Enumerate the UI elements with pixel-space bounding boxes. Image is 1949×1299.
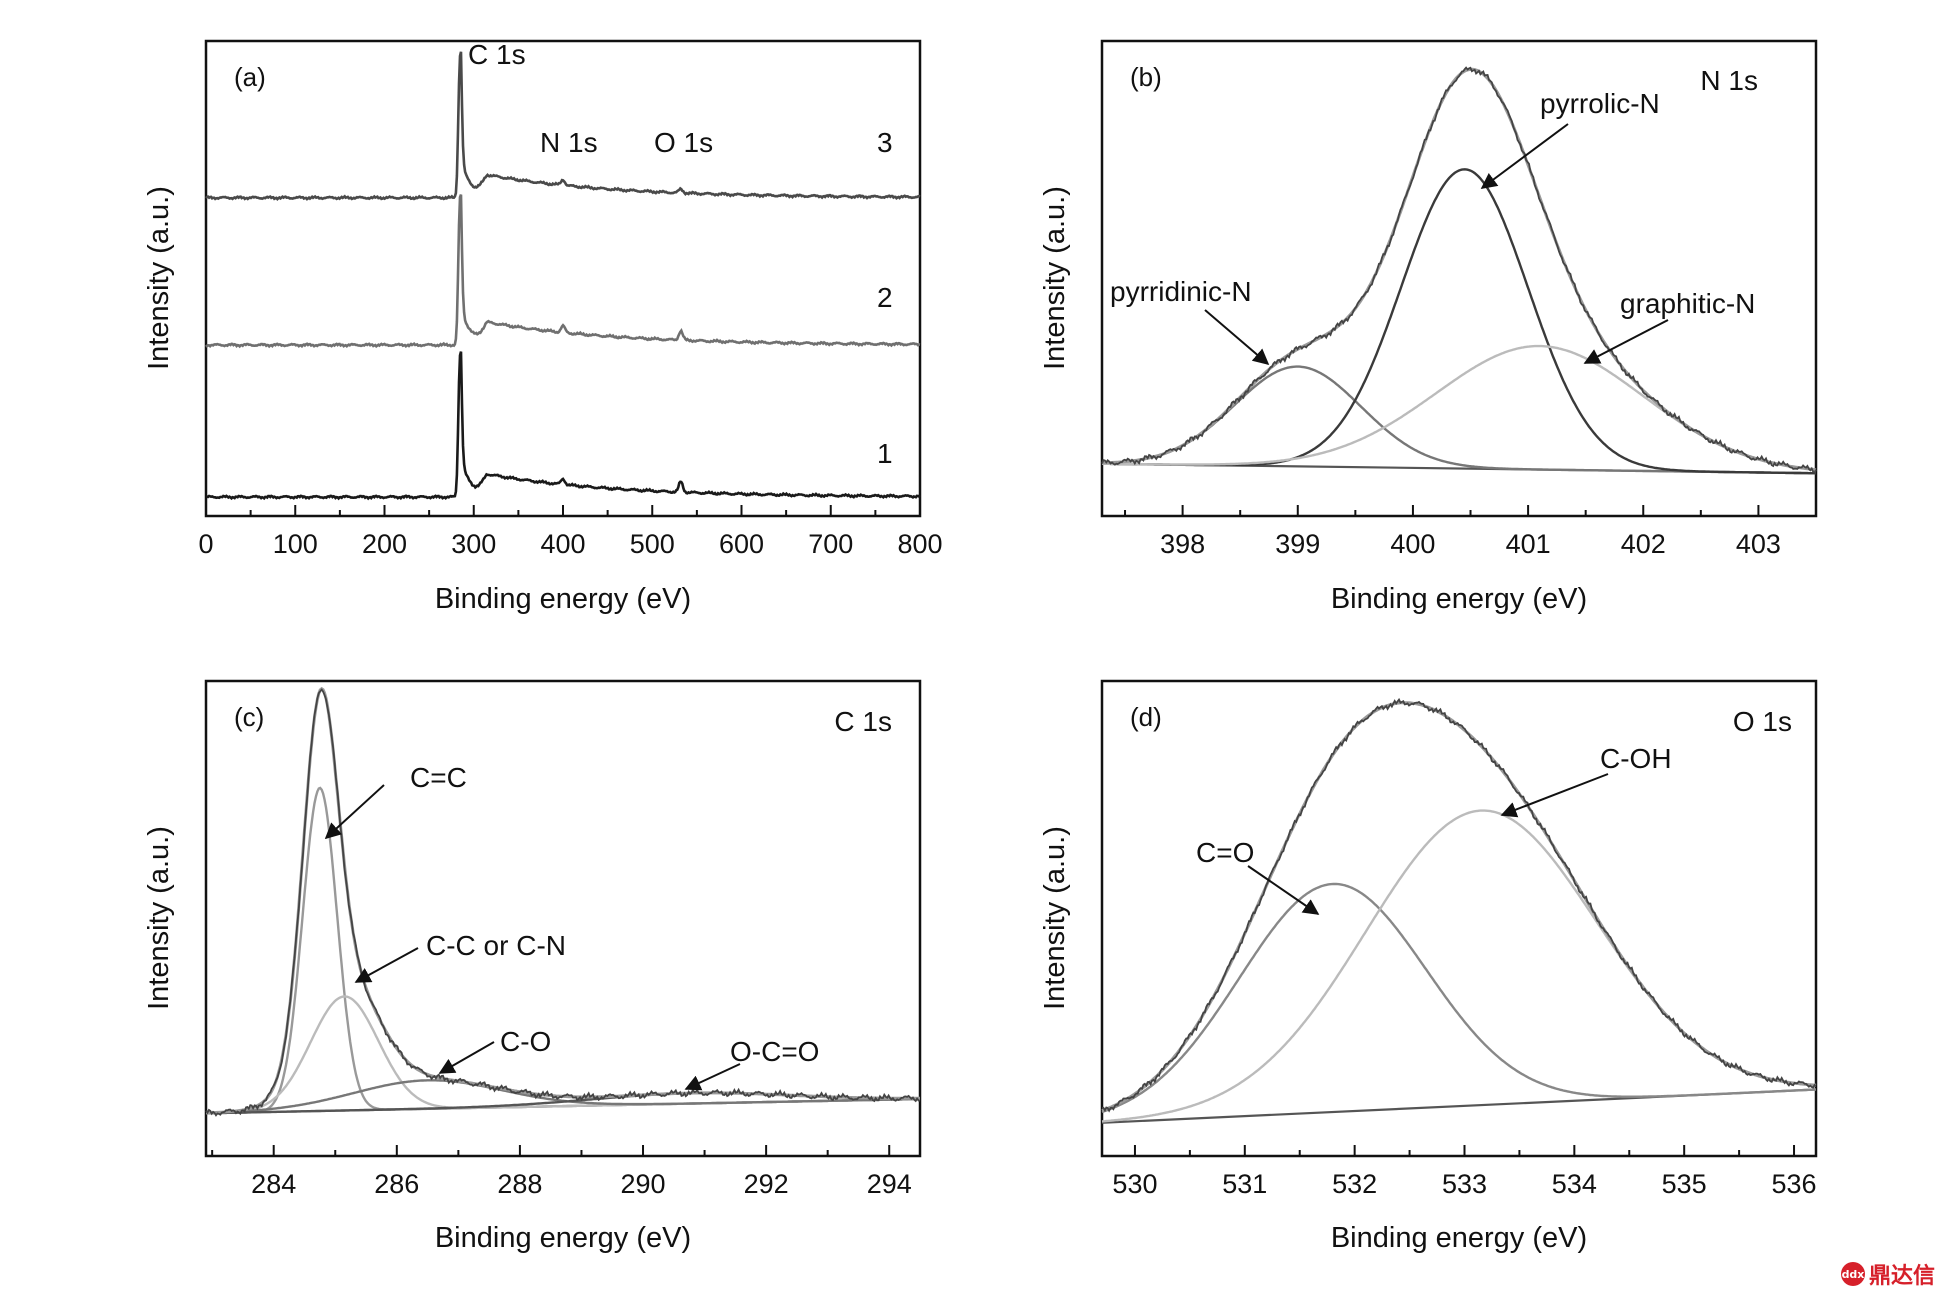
panel-c-c1s: 284 286 288 290 292 294 (c) C 1s C=C C-C or C… xyxy=(143,679,922,1254)
panel-a-xtick-label-8: 800 xyxy=(897,529,942,559)
panel-c-xtick-label-5: 294 xyxy=(867,1169,912,1199)
series-label-3: 3 xyxy=(877,127,893,158)
watermark: ddx 鼎达信 xyxy=(1840,1257,1935,1291)
panel-b-xtick-label-2: 400 xyxy=(1390,529,1435,559)
panel-a-frame xyxy=(204,39,922,518)
panel-d-xtick-label-2: 532 xyxy=(1332,1169,1377,1199)
panel-d-xtick-label-6: 536 xyxy=(1771,1169,1816,1199)
panel-b-xtick-label-3: 401 xyxy=(1506,529,1551,559)
panel-a-xtick-label-0: 0 xyxy=(198,529,213,559)
component-curve-0 xyxy=(1101,882,1817,1114)
panel-b-xtick-label-0: 398 xyxy=(1160,529,1205,559)
panel-c-xtick-label-1: 286 xyxy=(374,1169,419,1199)
component-curve-2 xyxy=(1101,344,1817,471)
panel-d-xtick-label-3: 533 xyxy=(1442,1169,1487,1199)
panel-a-survey: 0 100 200 300 400 500 600 700 800 (a) C 1s N 1s … xyxy=(143,39,943,615)
panel-a-xtick-label-7: 700 xyxy=(808,529,853,559)
panel-b-frame xyxy=(1100,39,1818,518)
panel-c-title: C 1s xyxy=(834,706,892,737)
annot-o-c-eq-o: O-C=O xyxy=(730,1036,819,1067)
panel-a-xlabel: Binding energy (eV) xyxy=(435,583,691,615)
panel-b-title: N 1s xyxy=(1700,65,1758,96)
survey-curve-3 xyxy=(205,51,921,201)
panel-d-xtick-label-1: 531 xyxy=(1222,1169,1267,1199)
panel-b-tag: (b) xyxy=(1130,62,1162,92)
annot-pyrrolic-n: pyrrolic-N xyxy=(1540,88,1660,119)
panel-a-xtick-label-3: 300 xyxy=(451,529,496,559)
annot-c-oh: C-OH xyxy=(1600,743,1672,774)
component-curve-0 xyxy=(1102,365,1816,475)
panel-b-n1s: 398 399 400 401 402 403 (b) N 1s pyrrolic-N p… xyxy=(1039,39,1818,615)
series-label-2: 2 xyxy=(877,282,893,313)
annot-c1s-survey: C 1s xyxy=(468,39,526,70)
survey-curve-1 xyxy=(206,351,922,501)
panel-a-tag: (a) xyxy=(234,62,266,92)
arrow-pyrridinic-n xyxy=(1204,309,1270,366)
annot-c-eq-c: C=C xyxy=(410,762,467,793)
panel-c-xtick-label-3: 290 xyxy=(620,1169,665,1199)
panel-d-tag: (d) xyxy=(1130,702,1162,732)
panel-d-o1s: 530 531 532 533 534 535 536 (d) O 1s C=O C-OH … xyxy=(1039,679,1818,1254)
arrow-c-o xyxy=(438,1041,495,1074)
panel-c-xtick-label-4: 292 xyxy=(744,1169,789,1199)
panel-c-tag: (c) xyxy=(234,702,264,732)
annot-pyrridinic-n: pyrridinic-N xyxy=(1110,276,1252,307)
panel-d-xtick-label-4: 534 xyxy=(1552,1169,1597,1199)
panel-d-title: O 1s xyxy=(1733,706,1792,737)
panel-a-xtick-label-2: 200 xyxy=(362,529,407,559)
panel-d-fit-envelope xyxy=(1101,701,1817,1113)
panel-a-xtick-label-4: 400 xyxy=(540,529,585,559)
panel-b-xlabel: Binding energy (eV) xyxy=(1331,583,1587,615)
watermark-text: 鼎达信 xyxy=(1868,1264,1935,1289)
annot-graphitic-n: graphitic-N xyxy=(1620,288,1755,319)
arrow-o-c-eq-o xyxy=(684,1063,741,1091)
arrow-c-eq-c xyxy=(324,784,385,840)
panel-a-xtick-label-6: 600 xyxy=(719,529,764,559)
panel-b-xtick-label-1: 399 xyxy=(1275,529,1320,559)
panel-b-ylabel: Intensity (a.u.) xyxy=(1039,186,1071,370)
panel-d-xtick-label-5: 535 xyxy=(1662,1169,1707,1199)
panel-d-frame xyxy=(1100,679,1818,1158)
panel-d-ylabel: Intensity (a.u.) xyxy=(1039,826,1071,1010)
annot-c-o: C-O xyxy=(500,1026,551,1057)
panel-c-xtick-label-2: 288 xyxy=(497,1169,542,1199)
watermark-logo-icon: ddx xyxy=(1840,1262,1865,1286)
annot-n1s-survey: N 1s xyxy=(540,127,598,158)
panel-b-xtick-label-5: 403 xyxy=(1736,529,1781,559)
panel-d-xtick-label-0: 530 xyxy=(1112,1169,1157,1199)
panel-a-xtick-label-1: 100 xyxy=(273,529,318,559)
survey-curve-2 xyxy=(205,194,921,349)
panel-c-measured-spectrum xyxy=(205,688,921,1117)
panel-a-xtick-label-5: 500 xyxy=(630,529,675,559)
arrow-pyrrolic-n xyxy=(1480,123,1569,189)
annot-o1s-survey: O 1s xyxy=(654,127,713,158)
panel-b-fit-envelope xyxy=(1102,67,1817,472)
arrow-c-c-or-c-n xyxy=(354,947,419,983)
panel-c-xtick-label-0: 284 xyxy=(251,1169,296,1199)
arrow-graphitic-n xyxy=(1583,319,1669,364)
panel-d-xlabel: Binding energy (eV) xyxy=(1331,1222,1587,1254)
series-label-1: 1 xyxy=(877,438,893,469)
panel-c-frame xyxy=(204,679,922,1158)
arrow-c-eq-o xyxy=(1247,865,1320,915)
panel-b-measured-spectrum xyxy=(1101,66,1817,474)
annot-c-eq-o: C=O xyxy=(1196,837,1254,868)
arrow-c-oh xyxy=(1500,773,1609,818)
panel-c-ylabel: Intensity (a.u.) xyxy=(143,826,175,1010)
panel-b-xtick-label-4: 402 xyxy=(1621,529,1666,559)
annot-c-c-or-c-n: C-C or C-N xyxy=(426,930,566,961)
panel-d-measured-spectrum xyxy=(1101,697,1817,1113)
panel-c-xlabel: Binding energy (eV) xyxy=(435,1222,691,1254)
panel-a-ylabel: Intensity (a.u.) xyxy=(143,186,175,370)
